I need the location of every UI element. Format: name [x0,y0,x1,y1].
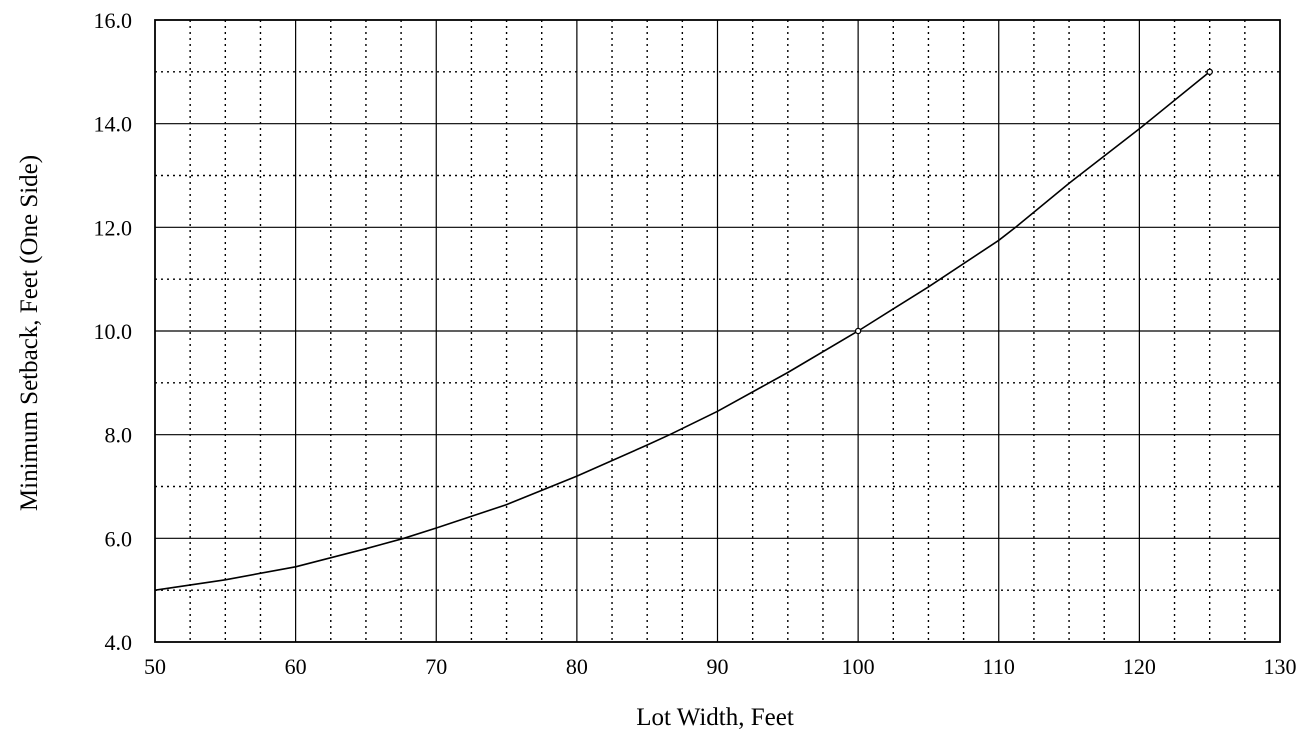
y-axis-label: Minimum Setback, Feet (One Side) [16,155,43,511]
x-tick-label: 120 [1123,654,1156,679]
data-point [1206,68,1213,76]
series-line [154,71,1211,591]
x-tick-label: 110 [983,654,1015,679]
x-tick-label: 100 [842,654,875,679]
x-tick-label: 70 [425,654,447,679]
plot-frame [154,19,1281,643]
plot-area [154,68,1213,591]
y-tick-label: 6.0 [105,526,133,551]
grid [154,19,1281,643]
x-tick-label: 50 [144,654,166,679]
y-tick-label: 14.0 [94,112,133,137]
tick-labels: 50 60 70 80 90 100 110 120 130 4.0 6.0 8.0 10.0 12.0 1… [94,8,1297,679]
x-tick-label: 80 [566,654,588,679]
x-tick-label: 60 [285,654,307,679]
y-tick-label: 8.0 [105,423,133,448]
y-tick-label: 10.0 [94,319,133,344]
x-axis-label: Lot Width, Feet [636,704,794,731]
x-tick-label: 90 [707,654,729,679]
data-point [854,327,862,335]
y-tick-label: 4.0 [105,630,133,655]
y-tick-label: 16.0 [94,8,133,33]
y-tick-label: 12.0 [94,215,133,240]
x-tick-label: 130 [1264,654,1297,679]
